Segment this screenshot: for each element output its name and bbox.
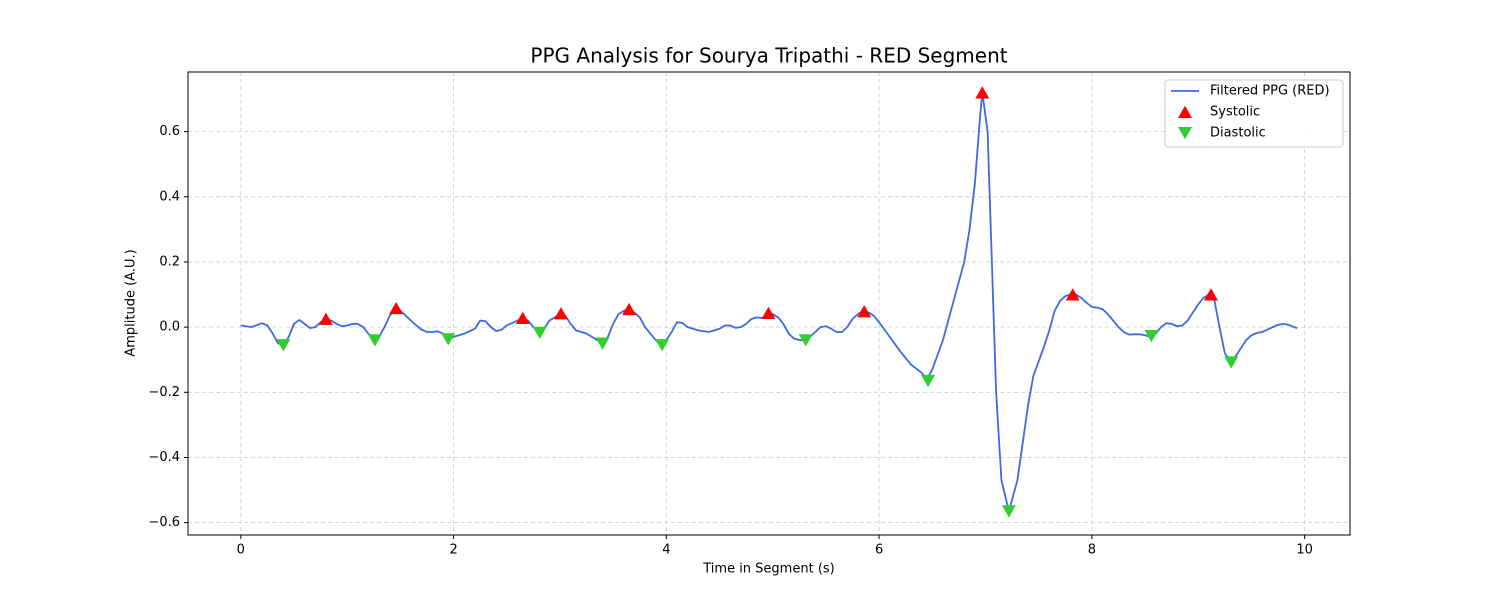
x-tick-label: 4 — [662, 543, 670, 558]
marker-systolic — [761, 306, 776, 320]
marker-diastolic — [655, 339, 670, 352]
plot-frame — [187, 71, 1351, 536]
marker-diastolic — [1144, 329, 1159, 343]
marker-systolic — [622, 302, 637, 316]
marker-systolic — [554, 307, 569, 320]
legend-box — [1164, 79, 1344, 148]
legend-label: Filtered PPG (RED) — [1210, 84, 1330, 99]
marker-systolic — [975, 86, 990, 99]
y-tick-label: −0.4 — [148, 450, 180, 465]
x-tick-label: 8 — [1088, 543, 1096, 558]
legend-swatch — [1178, 105, 1192, 118]
x-tick-label: 2 — [449, 543, 457, 558]
marker-systolic — [318, 312, 333, 325]
marker-systolic — [515, 311, 530, 324]
y-axis-label: Amplitude (A.U.) — [124, 249, 139, 356]
marker-diastolic — [1224, 356, 1239, 369]
legend-swatch — [1178, 127, 1192, 140]
chart-title: PPG Analysis for Sourya Tripathi - RED S… — [530, 44, 1007, 68]
y-tick-label: 0.0 — [159, 320, 180, 335]
marker-diastolic — [532, 326, 547, 339]
marker-diastolic — [1001, 505, 1016, 518]
marker-systolic — [1065, 288, 1080, 301]
y-tick-label: 0.2 — [159, 254, 180, 269]
legend-label: Systolic — [1210, 105, 1260, 120]
x-tick-label: 10 — [1296, 543, 1313, 558]
marker-systolic — [857, 305, 872, 318]
legend-label: Diastolic — [1210, 126, 1266, 141]
y-tick-label: 0.6 — [159, 124, 180, 139]
marker-systolic — [389, 301, 404, 315]
marker-diastolic — [367, 334, 382, 347]
x-axis-label: Time in Segment (s) — [702, 562, 834, 577]
x-tick-label: 0 — [237, 543, 245, 558]
marker-diastolic — [798, 334, 813, 347]
marker-diastolic — [595, 337, 610, 350]
marker-systolic — [1204, 288, 1219, 301]
marker-diastolic — [441, 333, 456, 346]
y-tick-label: −0.6 — [148, 515, 180, 530]
y-tick-label: 0.4 — [159, 189, 180, 204]
marker-diastolic — [276, 339, 291, 352]
ppg-line — [240, 92, 1298, 512]
marker-diastolic — [921, 374, 936, 388]
x-tick-label: 6 — [875, 543, 883, 558]
y-tick-label: −0.2 — [148, 385, 180, 400]
